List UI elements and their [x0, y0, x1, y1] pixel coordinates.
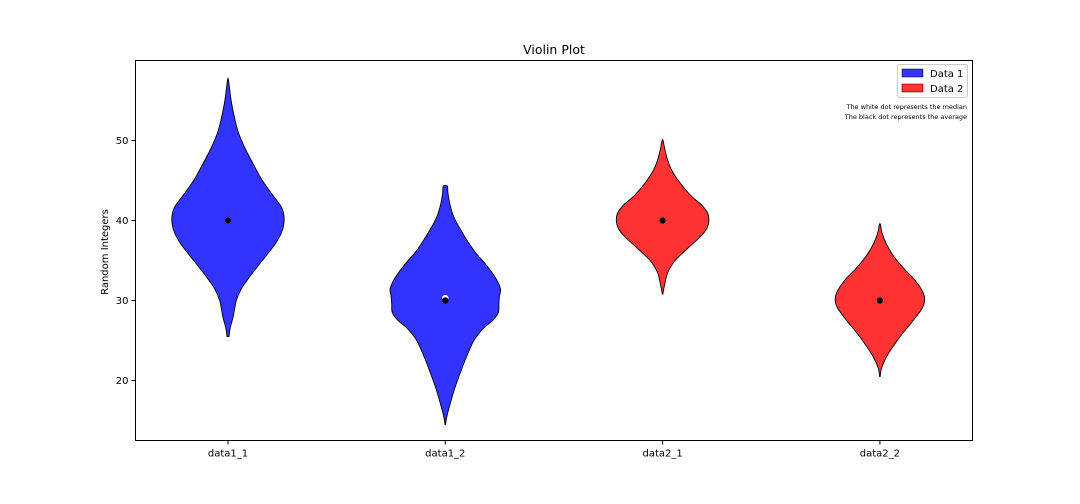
axes-frame [135, 60, 973, 441]
y-axis: 20 30 40 50 [116, 136, 136, 387]
stat-dots-layer [224, 217, 884, 304]
y-tick-label-20: 20 [116, 376, 129, 387]
x-tick-label-data2-1: data2_1 [642, 449, 682, 460]
mean-dot-data1-1 [224, 217, 232, 224]
legend-swatch-data-2 [901, 83, 924, 93]
legend-label-data-1: Data 1 [930, 69, 963, 80]
legend-label-data-2: Data 2 [930, 84, 963, 95]
x-axis: data1_1 data1_2 data2_1 data2_2 [208, 440, 900, 460]
legend: Data 1 Data 2 [897, 64, 968, 98]
legend-swatch-data-1 [901, 68, 924, 78]
violin-data1-1 [171, 77, 285, 337]
x-tick-label-data1-2: data1_2 [425, 449, 465, 460]
median-note: The white dot represents the median [845, 103, 967, 111]
y-axis-label: Random Integers [100, 209, 111, 295]
y-tick-label-30: 30 [116, 296, 129, 307]
x-tick-label-data1-1: data1_1 [208, 449, 248, 460]
y-tick-label-50: 50 [116, 136, 129, 147]
violin-data2-1 [615, 139, 710, 295]
x-tick-label-data2-2: data2_2 [860, 449, 900, 460]
mean-dot-data1-2 [442, 297, 449, 304]
mean-dot-data2-2 [876, 297, 884, 304]
mean-dot-data2-1 [659, 217, 666, 224]
chart-title: Violin Plot [523, 42, 585, 57]
y-tick-label-40: 40 [116, 216, 129, 227]
average-note: The black dot represents the average [844, 113, 967, 121]
violin-data1-2 [389, 184, 502, 425]
